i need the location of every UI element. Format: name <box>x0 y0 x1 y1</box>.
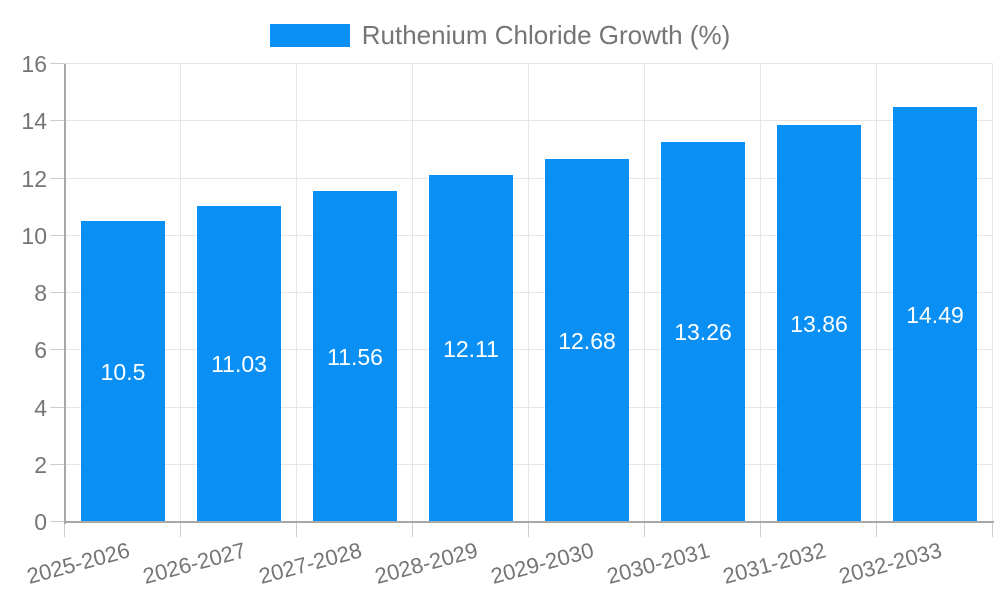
bar[interactable] <box>545 159 629 522</box>
y-axis-tick <box>50 292 65 293</box>
x-axis-label: 2030-2031 <box>604 537 713 589</box>
x-axis-label: 2031-2032 <box>720 537 829 589</box>
gridline-horizontal <box>65 177 993 179</box>
bar[interactable] <box>429 175 513 522</box>
y-axis-tick <box>50 177 65 179</box>
gridline-vertical <box>644 64 645 522</box>
bar-value-label: 13.26 <box>674 319 732 346</box>
y-axis-tick <box>50 406 65 408</box>
gridline-vertical <box>876 64 877 522</box>
x-axis-label: 2026-2027 <box>140 537 249 589</box>
y-axis-label: 10 <box>21 222 47 249</box>
x-axis-tick <box>528 522 529 537</box>
bar[interactable] <box>313 191 397 522</box>
x-axis-tick <box>296 522 297 537</box>
gridline-horizontal <box>65 63 993 64</box>
x-axis-tick <box>64 522 65 537</box>
y-axis-label: 4 <box>34 394 47 421</box>
bar[interactable] <box>81 221 165 522</box>
y-axis-tick <box>50 521 65 522</box>
bar-value-label: 10.5 <box>100 358 146 385</box>
gridline-vertical <box>296 64 297 522</box>
y-axis-label: 12 <box>21 165 47 192</box>
y-axis-tick <box>50 120 65 122</box>
gridline-horizontal <box>65 463 993 465</box>
legend[interactable]: Ruthenium Chloride Growth (%) <box>0 20 1000 51</box>
x-axis-label: 2028-2029 <box>372 537 481 589</box>
x-axis-tick <box>760 522 761 537</box>
legend-swatch <box>269 24 350 47</box>
bar[interactable] <box>661 142 745 522</box>
bar-value-label: 14.49 <box>906 301 964 328</box>
gridline-horizontal <box>65 234 993 236</box>
bar-value-label: 11.56 <box>327 343 383 370</box>
x-axis-tick <box>412 522 413 537</box>
gridline-vertical <box>412 64 413 522</box>
x-axis <box>64 521 994 523</box>
y-axis-tick <box>50 63 65 64</box>
x-axis-tick <box>992 522 993 537</box>
x-axis-label: 2027-2028 <box>256 537 365 589</box>
gridline-vertical <box>528 64 529 522</box>
y-axis-tick <box>50 349 65 351</box>
bar[interactable] <box>197 206 281 522</box>
y-axis-label: 0 <box>34 509 47 535</box>
bar-value-label: 13.86 <box>790 310 848 337</box>
gridline-horizontal <box>65 292 993 293</box>
bar-value-label: 11.03 <box>211 351 267 378</box>
bar-value-label: 12.68 <box>558 327 616 354</box>
gridline-horizontal <box>65 120 993 122</box>
gridline-vertical <box>760 64 761 522</box>
y-axis-label: 8 <box>34 280 47 306</box>
y-axis-label: 2 <box>34 451 47 478</box>
gridline-vertical <box>180 64 181 522</box>
y-axis-label: 6 <box>34 337 47 364</box>
y-axis-label: 16 <box>21 51 47 77</box>
bar[interactable] <box>777 125 861 522</box>
bar-value-label: 12.11 <box>443 335 499 362</box>
bar[interactable] <box>893 107 977 522</box>
x-axis-label: 2029-2030 <box>488 537 597 589</box>
y-axis <box>64 64 66 524</box>
y-axis-tick <box>50 234 65 236</box>
x-axis-label: 2032-2033 <box>836 537 945 589</box>
x-axis-label: 2025-2026 <box>24 537 133 589</box>
x-axis-tick <box>876 522 877 537</box>
y-axis-label: 14 <box>21 108 47 135</box>
x-axis-tick <box>180 522 181 537</box>
gridline-vertical <box>992 64 993 522</box>
y-axis-tick <box>50 463 65 465</box>
legend-label: Ruthenium Chloride Growth (%) <box>361 20 731 50</box>
x-axis-tick <box>644 522 645 537</box>
gridline-horizontal <box>65 349 993 351</box>
gridline-horizontal <box>65 406 993 408</box>
